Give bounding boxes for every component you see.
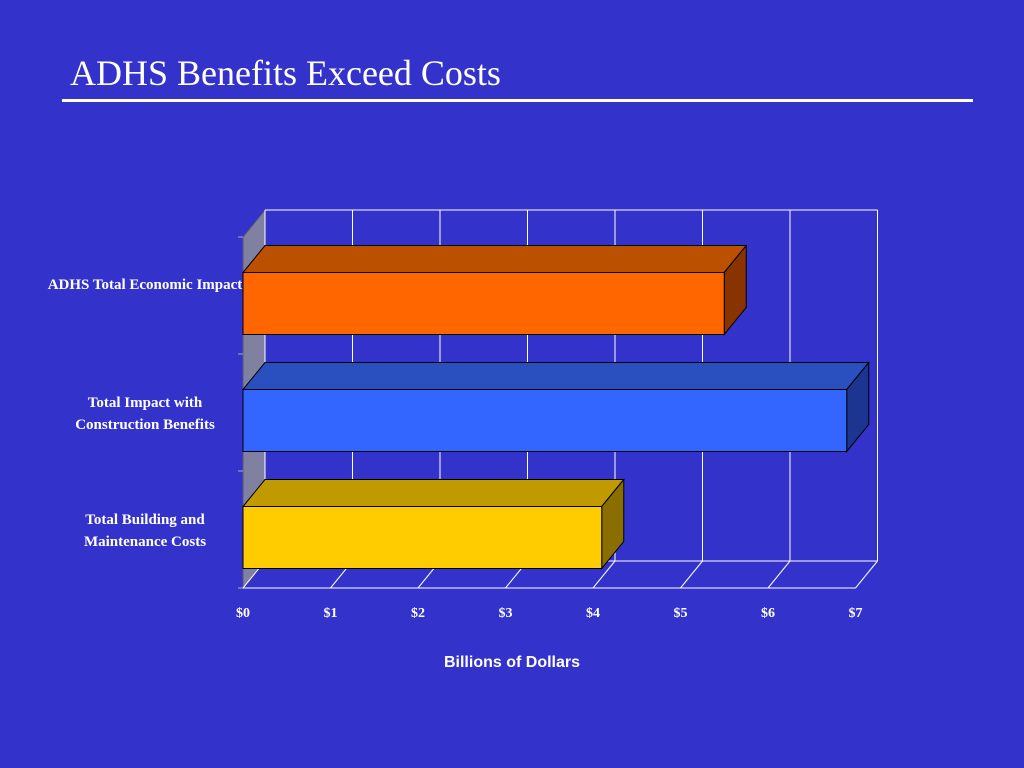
floor-line-6 [767, 560, 791, 589]
bar-2 [241, 478, 625, 570]
x-tick-label-6: $6 [761, 606, 775, 621]
category-label-2: Total Building and Maintenance Costs [83, 512, 207, 550]
floor-line-5 [680, 560, 703, 589]
bar-1 [241, 361, 870, 453]
bar-front-face-0 [242, 272, 725, 335]
chart-tick-labels: $0 $1 $2 $3 $4 $5 $6 $7 [236, 606, 863, 621]
x-tick-label-0: $0 [236, 606, 250, 621]
x-tick-label-3: $3 [499, 606, 513, 621]
category-label-1: Total Impact with Construction Benefits [75, 395, 215, 433]
bar-0 [241, 244, 748, 336]
x-tick-label-2: $2 [411, 606, 425, 621]
x-axis-label: Billions of Dollars [443, 654, 580, 671]
title-rule [62, 99, 973, 102]
floor-line-7 [855, 560, 878, 589]
bar-top-face-0 [241, 245, 748, 273]
floor-line-4 [592, 560, 616, 589]
x-tick-label-5: $5 [674, 606, 688, 621]
chart-bars [241, 244, 870, 570]
x-tick-label-4: $4 [586, 606, 600, 621]
x-tick-label-7: $7 [849, 606, 863, 621]
category-label-0: ADHS Total Economic Impact [47, 277, 243, 293]
bar-front-face-1 [242, 389, 848, 452]
bar-top-face-1 [241, 362, 870, 390]
bar-top-face-2 [241, 479, 625, 507]
slide-title: ADHS Benefits Exceed Costs [70, 53, 501, 93]
x-tick-label-1: $1 [324, 606, 338, 621]
bar-front-face-2 [242, 506, 603, 569]
